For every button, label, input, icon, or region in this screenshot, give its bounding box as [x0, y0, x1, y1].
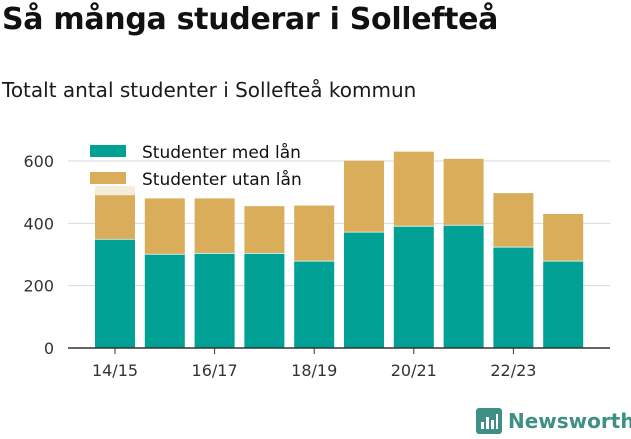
x-tick-label: 16/17: [192, 361, 238, 380]
x-axis: 14/15 16/17 18/19 20/21 22/23: [68, 347, 610, 380]
bar-utan-lan: [443, 158, 484, 225]
bar-utan-lan: [393, 151, 434, 226]
bar-med-lan: [144, 253, 185, 348]
y-axis: 0 200 400 600: [23, 152, 54, 358]
x-tick-label: 22/23: [490, 361, 536, 380]
y-tick-label: 400: [23, 214, 54, 233]
x-tick-label: 18/19: [291, 361, 337, 380]
bar-med-lan: [393, 225, 434, 348]
x-tick-label: 20/21: [391, 361, 437, 380]
chart-title: Så många studerar i Sollefteå: [2, 2, 499, 37]
y-tick-label: 600: [23, 152, 54, 171]
bar-chart-logo-icon: [476, 408, 502, 434]
bar-utan-lan: [294, 205, 335, 261]
bar-utan-lan: [244, 206, 285, 253]
y-tick-label: 0: [44, 339, 54, 358]
bar-med-lan: [543, 260, 584, 348]
newsworthy-brand: Newsworthy: [476, 408, 631, 434]
x-tick-label: 14/15: [92, 361, 138, 380]
bar-med-lan: [194, 252, 235, 348]
legend-label: Studenter med lån: [142, 142, 301, 163]
bar-med-lan: [95, 238, 135, 348]
bar-utan-lan: [194, 198, 235, 253]
bar-utan-lan: [144, 198, 185, 254]
bar-utan-lan: [95, 195, 135, 239]
bar-utan-lan: [543, 213, 584, 261]
legend-label: Studenter utan lån: [142, 169, 302, 190]
bar-utan-lan: [344, 160, 384, 232]
legend-swatch: [90, 172, 126, 184]
bar-med-lan: [493, 246, 534, 348]
bar-med-lan: [294, 260, 335, 348]
bar-utan-lan: [493, 193, 534, 247]
bars: [95, 151, 584, 348]
legend-swatch: [90, 145, 126, 157]
y-tick-label: 200: [23, 277, 54, 296]
chart-subtitle: Totalt antal studenter i Sollefteå kommu…: [2, 78, 417, 102]
legend: Studenter med lån Studenter utan lån: [90, 142, 302, 190]
bar-med-lan: [443, 224, 484, 348]
bar-med-lan: [244, 252, 285, 348]
brand-name: Newsworthy: [508, 409, 631, 433]
bar-med-lan: [344, 231, 384, 348]
